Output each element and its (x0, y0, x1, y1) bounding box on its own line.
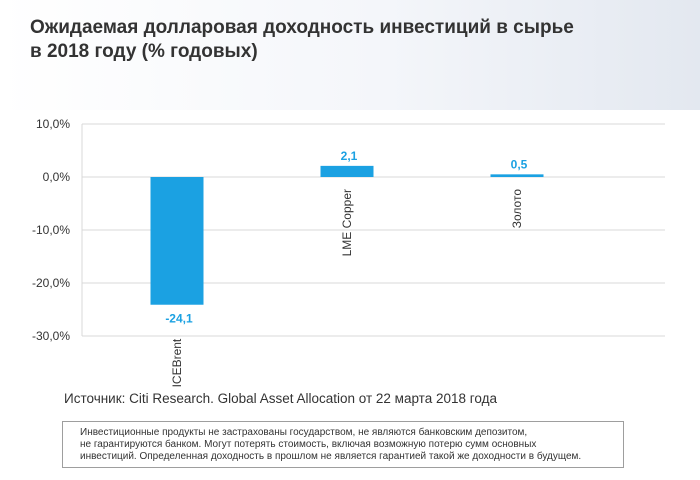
data-label: 2,1 (341, 149, 358, 163)
y-tick-label: -20,0% (32, 276, 70, 290)
category-label: Золото (510, 189, 524, 229)
y-tick-label: -30,0% (32, 329, 70, 343)
category-label: LME Copper (340, 189, 354, 256)
y-tick-label: -10,0% (32, 223, 70, 237)
category-labels: ICEBrent LME Copper Золото (170, 189, 524, 388)
data-labels: -24,1 2,1 0,5 (165, 149, 527, 326)
header-band (0, 0, 700, 110)
data-label: 0,5 (511, 157, 528, 171)
title-line-1: Ожидаемая долларовая доходность инвестиц… (30, 17, 574, 38)
disclaimer-line-1: Инвестиционные продукты не застрахованы … (80, 427, 528, 438)
y-tick-label: 10,0% (36, 117, 70, 131)
disclaimer-line-2: не гарантируются банком. Могут потерять … (80, 439, 537, 450)
source-note: Источник: Citi Research. Global Asset Al… (64, 391, 497, 406)
data-label: -24,1 (165, 312, 193, 326)
bar (320, 165, 374, 177)
disclaimer-line-3: инвестиций. Определенная доходность в пр… (80, 451, 582, 462)
y-tick-label: 0,0% (43, 170, 71, 184)
title-line-2: в 2018 году (% годовых) (30, 41, 258, 62)
bar (150, 177, 204, 305)
disclaimer-box: Инвестиционные продукты не застрахованы … (62, 421, 624, 468)
category-label: ICEBrent (170, 338, 184, 387)
bars (150, 165, 544, 305)
y-axis: 10,0% 0,0% -10,0% -20,0% -30,0% (32, 117, 70, 343)
bar (490, 174, 544, 177)
page-title: Ожидаемая долларовая доходность инвестиц… (30, 16, 630, 64)
